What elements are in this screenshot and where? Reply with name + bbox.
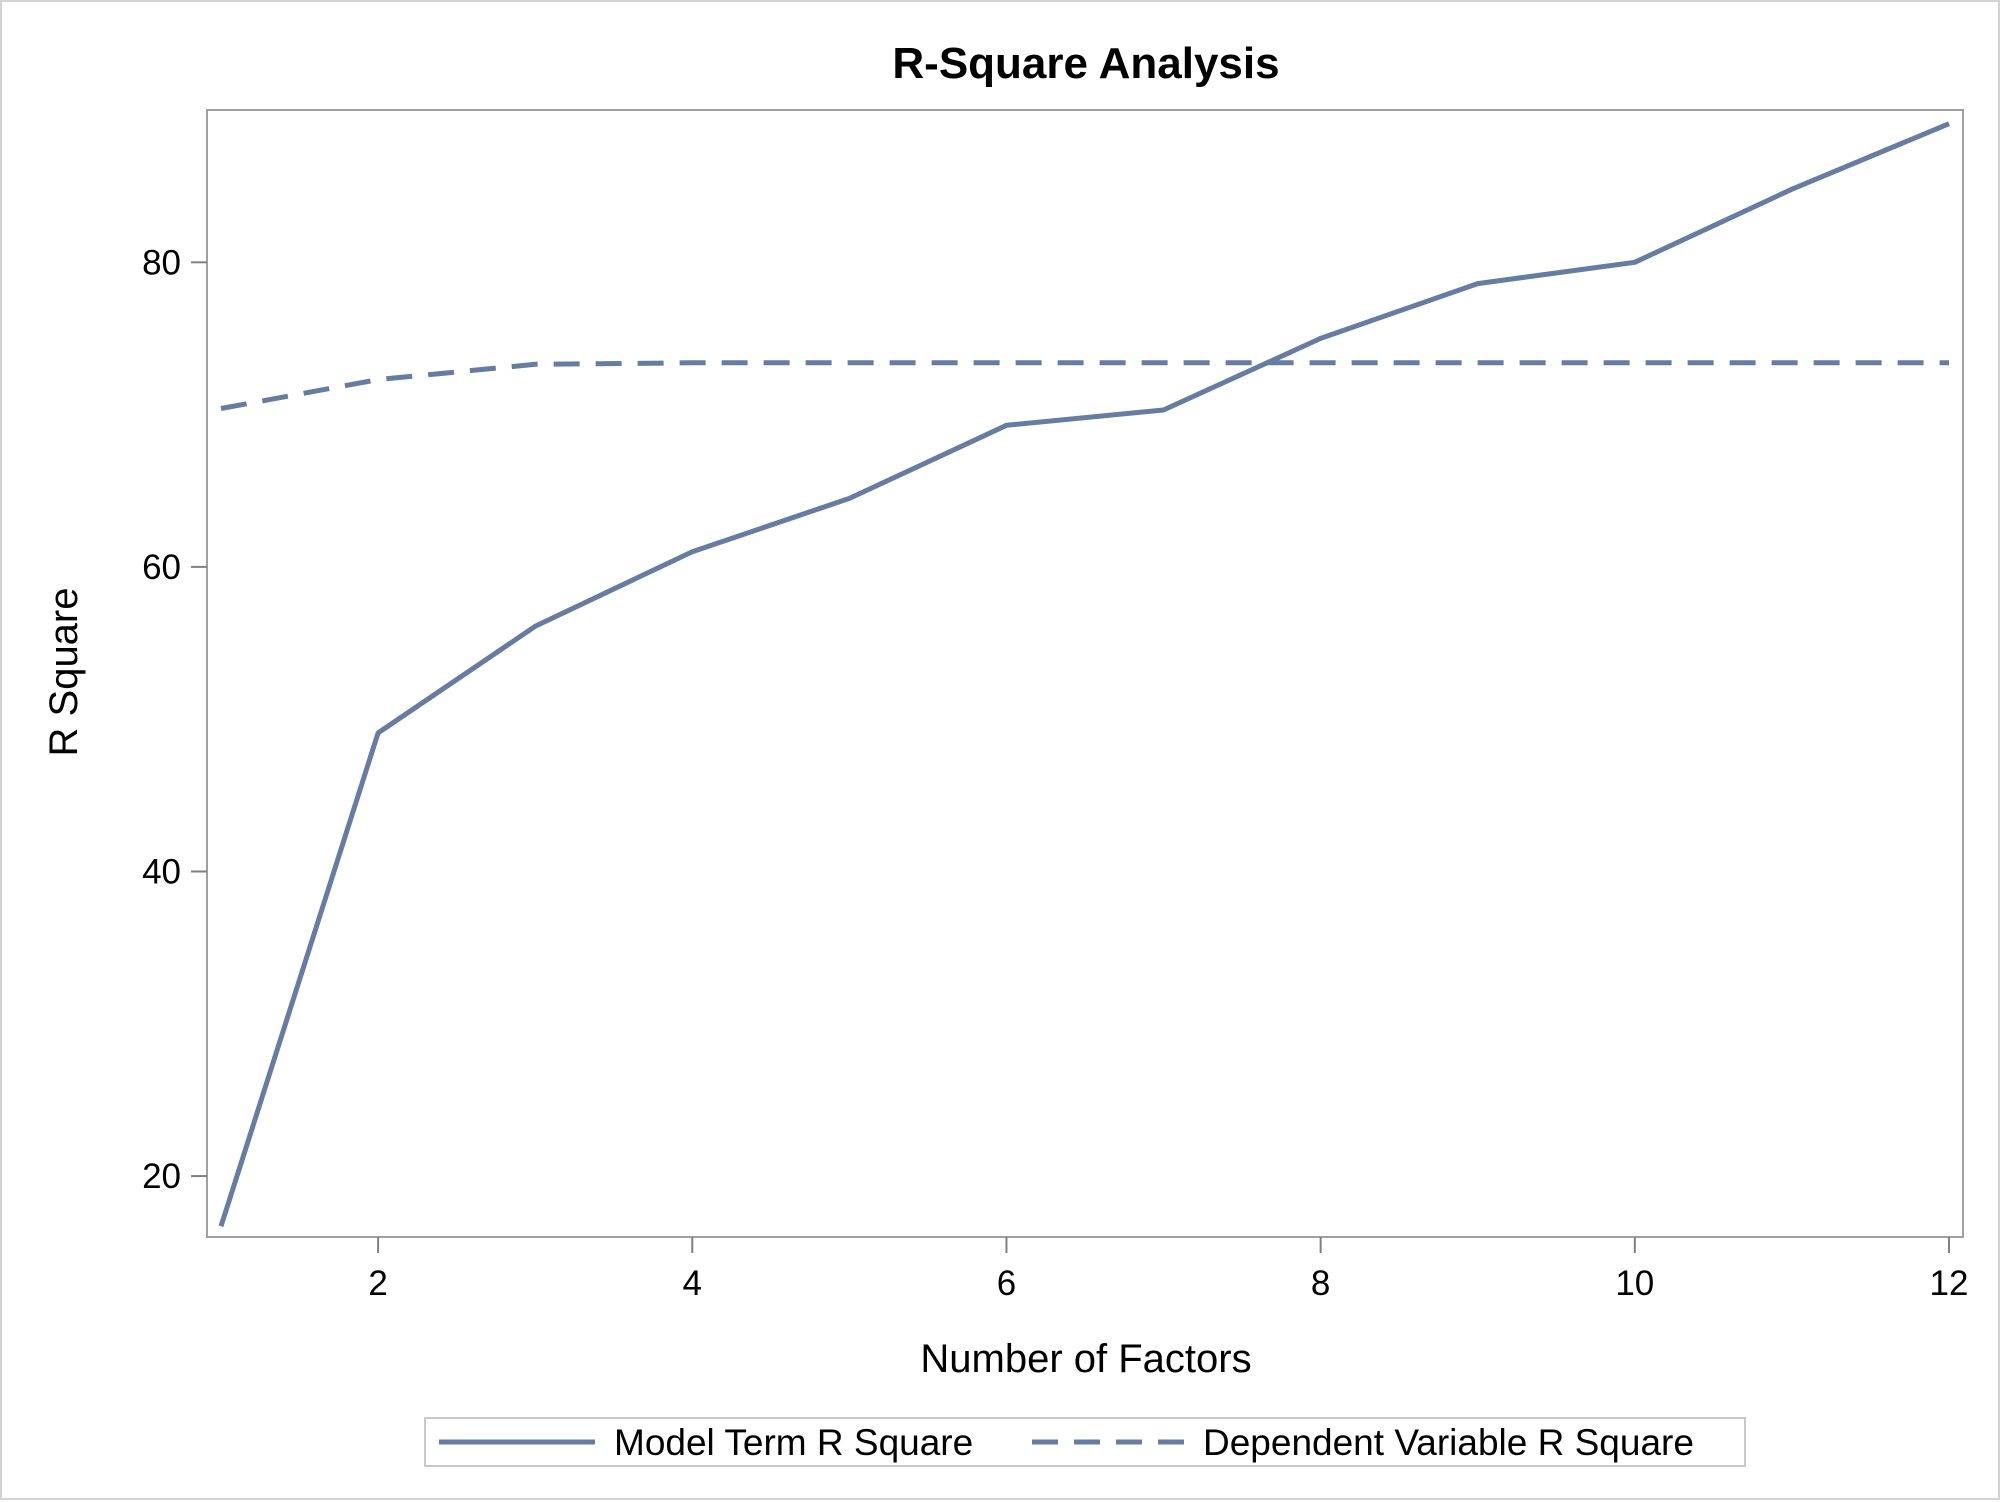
- x-tick-label: 4: [683, 1264, 702, 1303]
- legend: Model Term R Square Dependent Variable R…: [424, 1417, 1746, 1467]
- y-tick-label: 80: [142, 243, 181, 282]
- y-axis: 20 40 60 80: [142, 243, 207, 1196]
- series-line-model-term-r-square: [218, 121, 1950, 1228]
- x-tick-label: 2: [368, 1264, 387, 1303]
- x-axis-title: Number of Factors: [920, 1337, 1251, 1381]
- series-line-dependent-variable-r-square: [220, 360, 1949, 411]
- y-tick-label: 20: [142, 1157, 181, 1196]
- y-tick-label: 40: [142, 852, 181, 891]
- x-tick-label: 6: [997, 1264, 1016, 1303]
- x-tick-label: 8: [1311, 1264, 1330, 1303]
- x-axis: 2 4 6 8 10 12: [368, 1237, 1968, 1303]
- plot-area-frame: [206, 109, 1964, 1238]
- legend-label-model-term: Model Term R Square: [614, 1422, 973, 1463]
- x-tick-label: 12: [1930, 1264, 1969, 1303]
- chart-title: R-Square Analysis: [892, 39, 1279, 88]
- y-axis-title: R Square: [42, 588, 86, 757]
- x-tick-label: 10: [1615, 1264, 1654, 1303]
- legend-label-dependent-variable: Dependent Variable R Square: [1203, 1422, 1694, 1463]
- series-lines: [218, 121, 1950, 1228]
- y-tick-label: 60: [142, 548, 181, 587]
